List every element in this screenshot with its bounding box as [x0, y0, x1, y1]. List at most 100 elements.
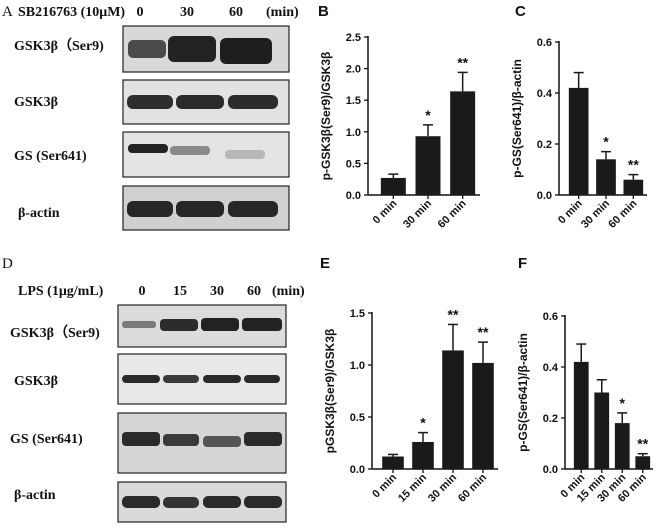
y-tick-label: 0.6: [537, 37, 552, 49]
y-tick-label: 2.5: [346, 32, 361, 44]
x-tick-label: 60 min: [436, 197, 469, 230]
band: [163, 497, 199, 508]
x-tick-label: 60 min: [456, 471, 489, 504]
y-tick-label: 0.4: [537, 88, 553, 100]
band: [203, 436, 241, 447]
band: [244, 496, 282, 508]
band: [176, 201, 224, 217]
significance-marker: **: [637, 436, 648, 452]
significance-marker: *: [603, 134, 609, 150]
y-tick-label: 0.0: [350, 464, 365, 476]
y-tick-label: 0.2: [543, 413, 558, 425]
y-tick-label: 0.4: [543, 362, 559, 374]
x-tick-label: 60 min: [606, 197, 639, 230]
x-tick-label: 0 min: [371, 197, 400, 226]
panel-letter-e: E: [320, 255, 330, 272]
bar: [412, 441, 434, 469]
y-tick-label: 1.5: [350, 308, 365, 320]
blot-a-time-label: 0: [137, 5, 144, 20]
bar: [614, 423, 630, 469]
y-tick-label: 0.5: [346, 158, 361, 170]
panel-letter-d: D: [2, 256, 13, 272]
bar: [442, 350, 464, 469]
band: [163, 434, 199, 446]
blot-d-time-label: 30: [210, 284, 224, 299]
band: [201, 318, 239, 331]
significance-marker: **: [478, 324, 489, 340]
y-axis-label: p-GSK3β(Ser9)/GSK3β: [319, 52, 333, 181]
y-tick-label: 1.0: [350, 360, 365, 372]
band: [128, 40, 166, 58]
blot-d-time-label: 0: [139, 284, 146, 299]
significance-marker: **: [457, 54, 468, 70]
bar: [568, 87, 589, 195]
band: [176, 95, 224, 109]
blot-d-row-label: GS (Ser641): [10, 432, 83, 447]
band: [228, 201, 278, 217]
y-tick-label: 0.5: [350, 412, 365, 424]
band: [122, 496, 160, 508]
chart-b: B 0.0 0.5 1.0 1.5 2.0 2.5 p-GSK3β(Ser9)/GSK3β 0…: [318, 3, 480, 231]
blot-a-row-label: β-actin: [18, 206, 60, 221]
band: [203, 375, 241, 383]
band: [244, 432, 282, 446]
x-tick-label: 30 min: [579, 197, 612, 230]
bar: [623, 179, 644, 195]
y-axis-label: p-GS(Ser641)/β-actin: [516, 333, 530, 452]
band: [220, 38, 272, 64]
y-tick-label: 0.0: [537, 190, 552, 202]
y-tick-label: 1.0: [346, 127, 361, 139]
blot-a-time-label: 30: [180, 5, 194, 20]
bar: [635, 456, 651, 469]
blot-a-membrane: [122, 25, 290, 231]
bar: [596, 159, 616, 195]
band: [242, 318, 282, 331]
bar: [380, 177, 406, 195]
blot-d-unit-label: (min): [272, 284, 305, 299]
significance-marker: *: [425, 107, 431, 123]
blot-a-row-label: GSK3β: [14, 95, 58, 110]
bar: [450, 91, 476, 195]
blot-a-row-label: GS (Ser641): [14, 149, 87, 164]
y-tick-label: 2.0: [346, 64, 361, 76]
band: [127, 201, 173, 217]
significance-marker: **: [448, 306, 459, 322]
band: [160, 319, 198, 331]
y-axis-label: p-GS(Ser641)/β-actin: [510, 59, 524, 178]
panel-letter-b: B: [318, 3, 329, 20]
bar: [594, 392, 610, 469]
x-tick-label: 30 min: [401, 197, 434, 230]
blot-d-row-label: β-actin: [14, 488, 56, 503]
blot-a-row-label: GSK3β（Ser9): [14, 38, 104, 54]
blot-a-time-label: 60: [229, 5, 243, 20]
blot-d-row-label: GSK3β（Ser9): [10, 325, 100, 341]
panel-letter-f: F: [518, 255, 527, 272]
band: [128, 144, 168, 153]
band: [228, 95, 278, 109]
bar: [472, 362, 494, 469]
significance-marker: *: [620, 395, 626, 411]
y-tick-label: 0.2: [537, 139, 552, 151]
panel-letter-c: C: [515, 3, 526, 20]
y-tick-label: 1.5: [346, 95, 361, 107]
band: [122, 321, 156, 328]
y-tick-label: 0.0: [543, 464, 558, 476]
bar: [415, 136, 441, 195]
blot-d-treatment-label: LPS (1μg/mL): [18, 284, 104, 299]
panel-letter-a: A: [2, 4, 13, 20]
bar: [573, 361, 589, 469]
blot-d-time-label: 15: [173, 284, 187, 299]
blot-d-membrane: [117, 304, 287, 523]
x-tick-label: 30 min: [426, 471, 459, 504]
significance-marker: *: [420, 415, 426, 431]
blot-a-unit-label: (min): [266, 5, 299, 20]
y-tick-label: 0.0: [346, 190, 361, 202]
band: [122, 432, 160, 446]
band: [203, 496, 241, 508]
band: [168, 36, 216, 62]
band: [170, 146, 210, 155]
